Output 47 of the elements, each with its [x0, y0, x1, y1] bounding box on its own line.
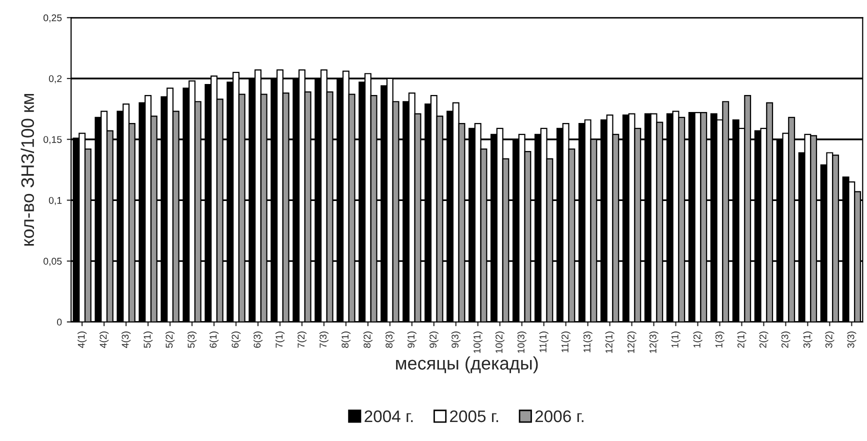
x-tick-label: 9(1) [407, 332, 416, 348]
y-tick-label: 0 [57, 318, 62, 326]
x-tick-label: 12(3) [649, 332, 658, 353]
x-tick-label: 5(3) [187, 332, 197, 348]
x-tick-label: 10(2) [495, 332, 504, 353]
x-tick-label: 8(2) [363, 332, 372, 348]
x-tick-label: 11(1) [539, 332, 548, 352]
x-tick-label: 1(3) [715, 332, 724, 348]
y-tick-label: 0,15 [44, 136, 62, 144]
x-tick-label: 6(3) [253, 332, 263, 348]
x-tick-label: 6(1) [209, 332, 219, 348]
x-axis-title: месяцы (декады) [396, 356, 538, 374]
x-tick-label: 11(3) [583, 332, 592, 352]
x-tick-label: 10(3) [517, 332, 526, 353]
legend-label: 2004 г. [364, 410, 413, 422]
x-tick-label: 3(2) [825, 332, 834, 348]
x-tick-label: 2(3) [781, 332, 790, 348]
x-tick-label: 12(1) [605, 332, 614, 353]
x-tick-label: 3(1) [803, 332, 812, 348]
x-tick-label: 6(2) [231, 332, 241, 348]
x-tick-label: 9(2) [429, 332, 438, 348]
x-tick-label: 2(2) [759, 332, 768, 348]
y-tick-label: 0,1 [48, 196, 62, 205]
x-tick-label: 10(1) [473, 332, 482, 353]
x-tick-label: 8(1) [341, 332, 350, 348]
x-tick-label: 9(3) [451, 332, 460, 348]
x-tick-label: 7(3) [319, 332, 328, 348]
x-tick-label: 2(1) [737, 332, 746, 348]
x-tick-label: 8(3) [385, 332, 394, 348]
legend-label: 2005 г. [450, 410, 498, 422]
x-tick-label: 3(3) [847, 332, 856, 348]
y-axis-title: кол-во ЗНЗ/100 км [20, 94, 34, 246]
x-tick-label: 5(2) [166, 332, 175, 348]
x-tick-label: 7(2) [297, 332, 306, 348]
x-tick-label: 4(3) [122, 332, 131, 348]
x-tick-label: 4(1) [78, 332, 87, 348]
x-tick-label: 7(1) [275, 332, 285, 348]
x-tick-label: 11(2) [561, 332, 570, 352]
x-tick-label: 12(2) [627, 332, 636, 353]
x-tick-label: 1(1) [671, 332, 680, 348]
y-tick-label: 0,2 [48, 75, 62, 84]
y-tick-label: 0,25 [44, 14, 62, 22]
legend-label: 2006 г. [535, 410, 584, 422]
x-tick-label: 1(2) [693, 332, 702, 348]
x-tick-label: 4(2) [100, 332, 109, 348]
x-tick-label: 5(1) [144, 332, 153, 348]
y-tick-label: 0,05 [44, 258, 62, 266]
